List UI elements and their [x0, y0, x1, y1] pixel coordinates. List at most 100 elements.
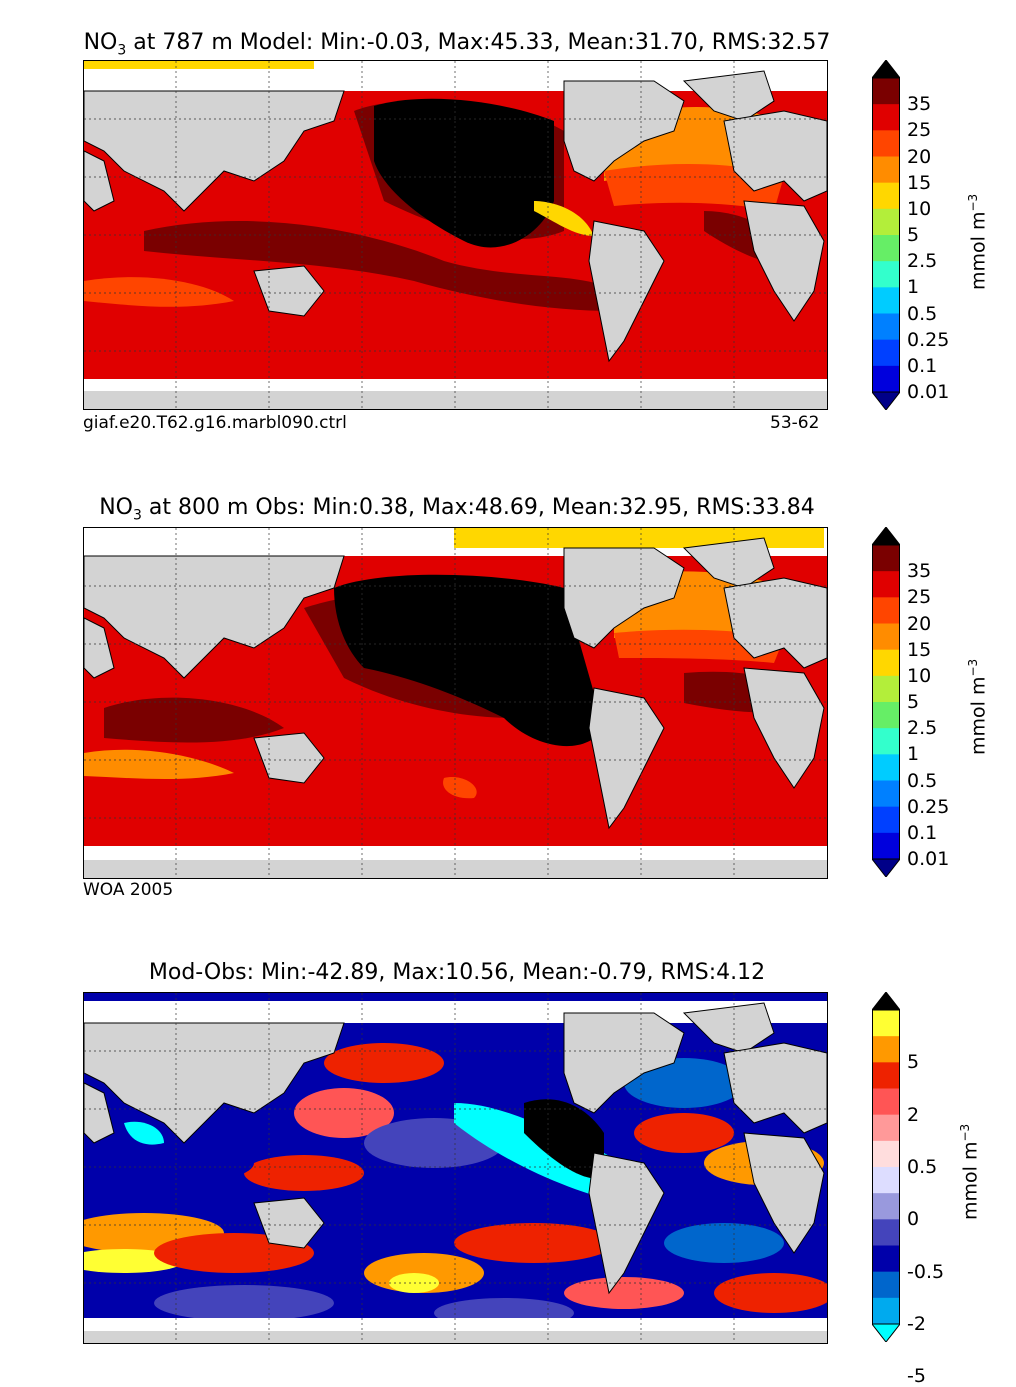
- colorbar-tick-label: 15: [907, 638, 932, 661]
- panel-2-colorbar-unit: mmol m−3: [966, 659, 989, 755]
- panel-2-colorbar-svg: [870, 526, 902, 878]
- abs-colorbar-swatch: [872, 675, 900, 703]
- abs-colorbar-swatch: [872, 545, 900, 572]
- colorbar-tick-label: -0.5: [907, 1260, 945, 1283]
- abs-colorbar-swatch: [872, 832, 900, 860]
- panel-3-unit-base: mmol m: [959, 1141, 982, 1220]
- abs-colorbar-swatch: [872, 208, 900, 236]
- diff-colorbar-swatch: [872, 1114, 900, 1142]
- abs-colorbar-swatch: [872, 287, 900, 314]
- panel-2-title-prefix: NO: [99, 495, 133, 520]
- abs-colorbar-swatch: [872, 806, 900, 834]
- colorbar-tick-label: 0.5: [907, 769, 938, 792]
- diff-colorbar-top-extend: [870, 991, 902, 1011]
- panel-1-map-svg: [84, 61, 827, 409]
- colorbar-tick-label: 0: [907, 1208, 920, 1231]
- colorbar-tick-label: 0.1: [907, 821, 938, 844]
- diff-colorbar-bottom-extend: [870, 1323, 902, 1343]
- colorbar-tick-label: 35: [907, 560, 932, 583]
- panel-1-unit-base: mmol m: [967, 211, 990, 290]
- colorbar-tick-label: 5: [907, 224, 920, 246]
- panel-1-footnote-left: giaf.e20.T62.g16.marbl090.ctrl: [83, 413, 347, 433]
- colorbar-tick-label: 0.25: [907, 795, 950, 818]
- abs-colorbar-top-extend: [870, 526, 902, 546]
- panel-2-title-rest: at 800 m Obs: Min:0.38, Max:48.69, Mean:…: [141, 495, 815, 520]
- panel-1-footnote-right: 53-62: [770, 413, 820, 433]
- abs-colorbar-swatch: [872, 365, 900, 393]
- diff-colorbar-swatch: [872, 1088, 900, 1116]
- abs-colorbar-swatch: [872, 754, 900, 781]
- colorbar-tick-label: 5: [907, 691, 920, 713]
- panel-3-map-svg: [84, 993, 827, 1343]
- abs-colorbar-bottom-extend: [870, 858, 902, 878]
- colorbar-tick-label: 10: [907, 197, 932, 220]
- abs-colorbar-swatch: [872, 597, 900, 624]
- diff-colorbar-swatch: [872, 1271, 900, 1299]
- panel-2-footnote-left: WOA 2005: [83, 880, 174, 900]
- abs-colorbar-swatch: [872, 130, 900, 157]
- panel-2-unit-sup: −3: [966, 658, 980, 677]
- abs-colorbar-swatch: [872, 728, 900, 755]
- panel-1-unit-sup: −3: [966, 193, 980, 212]
- colorbar-tick-label: 1: [907, 743, 920, 766]
- colorbar-tick-label: 25: [907, 119, 932, 142]
- panel-3-colorbar-svg: [870, 991, 902, 1343]
- panel-3-map: [83, 992, 828, 1344]
- colorbar-tick-label: 35: [907, 93, 932, 116]
- colorbar-tick-label: 0.1: [907, 354, 938, 377]
- abs-colorbar-top-extend: [870, 59, 902, 79]
- diff-colorbar-swatch: [872, 1245, 900, 1273]
- abs-colorbar-swatch: [872, 339, 900, 367]
- colorbar-tick-label: 15: [907, 171, 932, 194]
- panel-1-title: NO3 at 787 m Model: Min:-0.03, Max:45.33…: [32, 30, 882, 58]
- panel-1-title-sub: 3: [117, 42, 127, 59]
- panel-3-title-rest: Mod-Obs: Min:-42.89, Max:10.56, Mean:-0.…: [148, 960, 766, 985]
- colorbar-tick-label: 0.01: [907, 848, 950, 870]
- abs-colorbar-swatch: [872, 780, 900, 808]
- panel-1-colorbar: [870, 59, 902, 411]
- colorbar-tick-label: -5: [907, 1365, 926, 1387]
- abs-colorbar-swatch: [872, 261, 900, 288]
- abs-colorbar-swatch: [872, 156, 900, 184]
- diff-colorbar-swatch: [872, 1010, 900, 1037]
- diff-colorbar-swatch: [872, 1219, 900, 1246]
- colorbar-tick-label: 0.5: [907, 302, 938, 325]
- abs-colorbar-swatch: [872, 313, 900, 341]
- diff-colorbar-swatch: [872, 1167, 900, 1194]
- diff-colorbar-swatch: [872, 1062, 900, 1089]
- colorbar-tick-label: 0.25: [907, 328, 950, 351]
- panel-1-title-rest: at 787 m Model: Min:-0.03, Max:45.33, Me…: [126, 30, 831, 55]
- abs-colorbar-swatch: [872, 235, 900, 262]
- panel-2-map: [83, 527, 828, 879]
- colorbar-tick-label: 20: [907, 612, 932, 635]
- panel-1-colorbar-unit: mmol m−3: [966, 194, 989, 290]
- panel-3-title: Mod-Obs: Min:-42.89, Max:10.56, Mean:-0.…: [32, 960, 882, 985]
- panel-3-colorbar-unit: mmol m−3: [958, 1124, 981, 1220]
- colorbar-tick-label: 0.01: [907, 381, 950, 403]
- colorbar-tick-label: 25: [907, 586, 932, 609]
- panel-2-colorbar: [870, 526, 902, 878]
- panel-2-map-svg: [84, 528, 827, 878]
- diff-colorbar-swatch: [872, 1036, 900, 1063]
- panel-2-title-sub: 3: [132, 507, 142, 524]
- abs-colorbar-swatch: [872, 649, 900, 677]
- panel-2-unit-base: mmol m: [967, 676, 990, 755]
- colorbar-tick-label: 5: [907, 1051, 920, 1074]
- colorbar-tick-label: -2: [907, 1313, 926, 1335]
- abs-colorbar-swatch: [872, 104, 900, 131]
- colorbar-tick-label: 2.5: [907, 250, 938, 273]
- panel-3-colorbar: [870, 991, 902, 1343]
- diff-colorbar-swatch: [872, 1297, 900, 1325]
- colorbar-tick-label: 1: [907, 276, 920, 299]
- panel-3-unit-sup: −3: [958, 1123, 972, 1142]
- abs-colorbar-swatch: [872, 78, 900, 105]
- panel-1-map: [83, 60, 828, 410]
- colorbar-tick-label: 2.5: [907, 717, 938, 740]
- diff-colorbar-swatch: [872, 1140, 900, 1168]
- diff-colorbar-swatch: [872, 1193, 900, 1220]
- colorbar-tick-label: 2: [907, 1103, 920, 1126]
- abs-colorbar-swatch: [872, 182, 900, 210]
- abs-colorbar-bottom-extend: [870, 391, 902, 411]
- panel-1-colorbar-svg: [870, 59, 902, 411]
- colorbar-tick-label: 20: [907, 145, 932, 168]
